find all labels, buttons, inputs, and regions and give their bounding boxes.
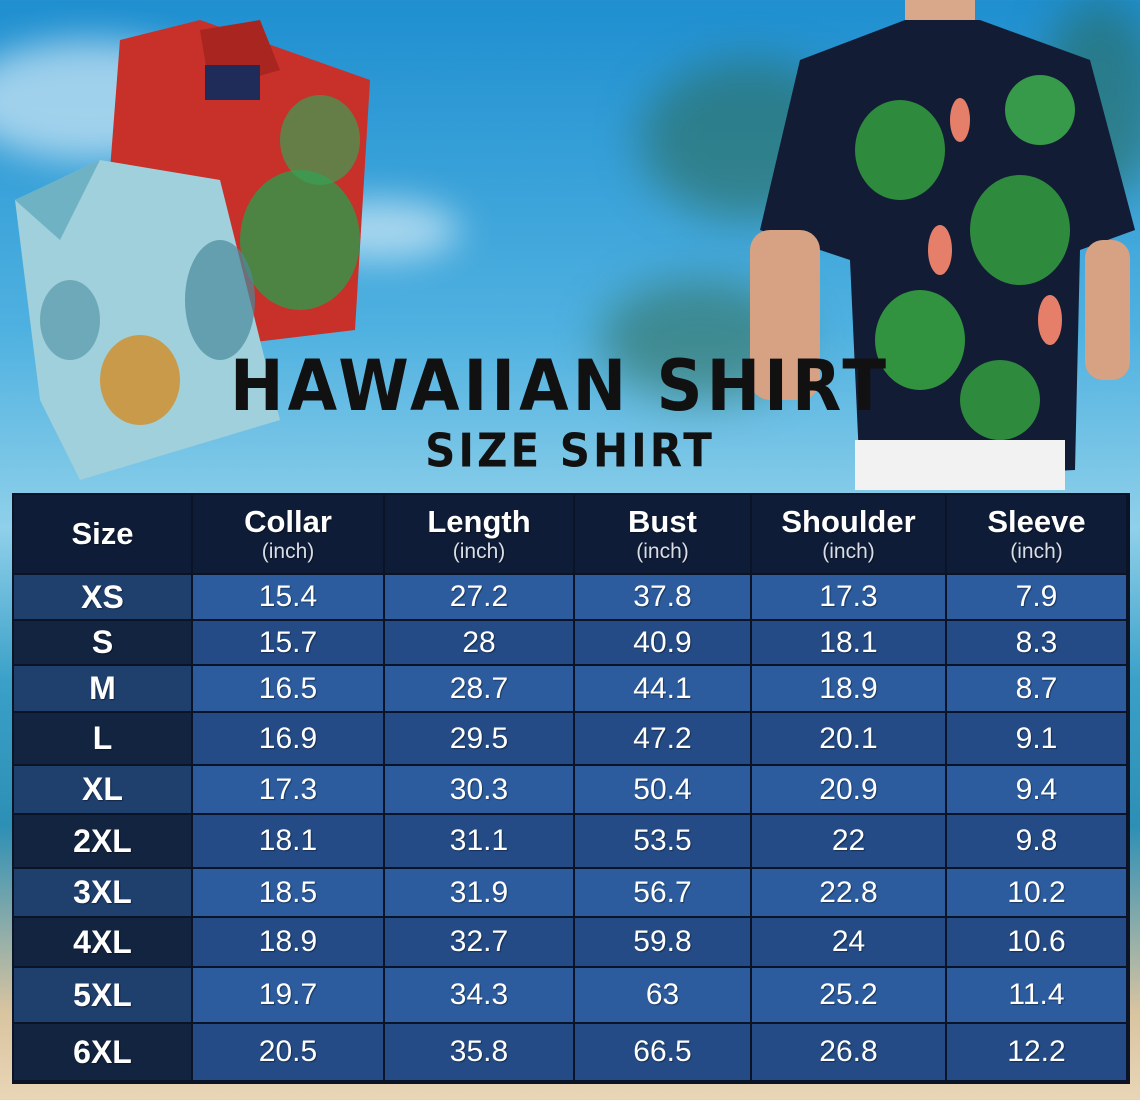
measurement-cell: 44.1 — [575, 666, 750, 711]
measurement-cell: 11.4 — [947, 968, 1126, 1022]
header-label: Shoulder — [781, 504, 916, 539]
measurement-cell: 15.4 — [193, 575, 383, 619]
measurement-cell: 40.9 — [575, 621, 750, 664]
header-cell: Shoulder (inch) — [752, 495, 945, 573]
size-label-cell: 5XL — [14, 968, 191, 1022]
header-cell: Length (inch) — [385, 495, 573, 573]
measurement-cell: 12.2 — [947, 1024, 1126, 1080]
measurement-cell: 22.8 — [752, 869, 945, 916]
measurement-cell: 24 — [752, 918, 945, 966]
size-label-cell: 2XL — [14, 815, 191, 867]
measurement-cell: 10.6 — [947, 918, 1126, 966]
size-label-cell: 3XL — [14, 869, 191, 916]
header-cell: Bust (inch) — [575, 495, 750, 573]
measurement-cell: 9.1 — [947, 713, 1126, 764]
measurement-cell: 28.7 — [385, 666, 573, 711]
model-wearing-shirt-image — [750, 0, 1135, 490]
blue-folded-shirt-image — [15, 160, 280, 480]
page-title: HAWAIIAN SHIRT — [230, 346, 890, 428]
header-unit: (inch) — [452, 540, 506, 563]
measurement-cell: 9.8 — [947, 815, 1126, 867]
measurement-cell: 20.9 — [752, 766, 945, 813]
measurement-cell: 56.7 — [575, 869, 750, 916]
measurement-cell: 26.8 — [752, 1024, 945, 1080]
measurement-cell: 18.1 — [193, 815, 383, 867]
measurement-cell: 9.4 — [947, 766, 1126, 813]
header-label: Length — [427, 504, 531, 539]
measurement-cell: 28 — [385, 621, 573, 664]
measurement-cell: 31.9 — [385, 869, 573, 916]
size-label-cell: XS — [14, 575, 191, 619]
header-unit: (inch) — [1010, 540, 1063, 563]
measurement-cell: 31.1 — [385, 815, 573, 867]
measurement-cell: 20.5 — [193, 1024, 383, 1080]
size-chart-table: Size Collar (inch) Length (inch) Bust (inch) Sh… — [12, 493, 1130, 1084]
measurement-cell: 30.3 — [385, 766, 573, 813]
measurement-cell: 18.1 — [752, 621, 945, 664]
measurement-cell: 50.4 — [575, 766, 750, 813]
measurement-cell: 17.3 — [193, 766, 383, 813]
measurement-cell: 15.7 — [193, 621, 383, 664]
measurement-cell: 20.1 — [752, 713, 945, 764]
measurement-cell: 37.8 — [575, 575, 750, 619]
measurement-cell: 8.7 — [947, 666, 1126, 711]
measurement-cell: 19.7 — [193, 968, 383, 1022]
measurement-cell: 29.5 — [385, 713, 573, 764]
measurement-cell: 66.5 — [575, 1024, 750, 1080]
measurement-cell: 16.5 — [193, 666, 383, 711]
header-cell: Collar (inch) — [193, 495, 383, 573]
size-label-cell: 4XL — [14, 918, 191, 966]
header-label: Collar — [244, 504, 332, 539]
measurement-cell: 18.9 — [752, 666, 945, 711]
measurement-cell: 53.5 — [575, 815, 750, 867]
header-label: Size — [71, 516, 134, 551]
header-unit: (inch) — [261, 540, 315, 563]
size-label-cell: L — [14, 713, 191, 764]
measurement-cell: 10.2 — [947, 869, 1126, 916]
header-unit: (inch) — [822, 540, 875, 563]
measurement-cell: 7.9 — [947, 575, 1126, 619]
header-unit: (inch) — [636, 540, 689, 563]
product-photos — [15, 0, 1135, 490]
header-label: Bust — [628, 504, 697, 539]
page-subtitle: SIZE SHIRT — [425, 423, 715, 478]
measurement-cell: 27.2 — [385, 575, 573, 619]
measurement-cell: 18.9 — [193, 918, 383, 966]
size-label-cell: S — [14, 621, 191, 664]
measurement-cell: 35.8 — [385, 1024, 573, 1080]
measurement-cell: 8.3 — [947, 621, 1126, 664]
header-label: Sleeve — [987, 504, 1086, 539]
header-cell: Size — [14, 495, 191, 573]
measurement-cell: 63 — [575, 968, 750, 1022]
measurement-cell: 34.3 — [385, 968, 573, 1022]
measurement-cell: 18.5 — [193, 869, 383, 916]
size-label-cell: XL — [14, 766, 191, 813]
size-label-cell: 6XL — [14, 1024, 191, 1080]
measurement-cell: 47.2 — [575, 713, 750, 764]
measurement-cell: 25.2 — [752, 968, 945, 1022]
measurement-cell: 16.9 — [193, 713, 383, 764]
measurement-cell: 17.3 — [752, 575, 945, 619]
measurement-cell: 22 — [752, 815, 945, 867]
size-label-cell: M — [14, 666, 191, 711]
measurement-cell: 59.8 — [575, 918, 750, 966]
header-cell: Sleeve (inch) — [947, 495, 1126, 573]
measurement-cell: 32.7 — [385, 918, 573, 966]
